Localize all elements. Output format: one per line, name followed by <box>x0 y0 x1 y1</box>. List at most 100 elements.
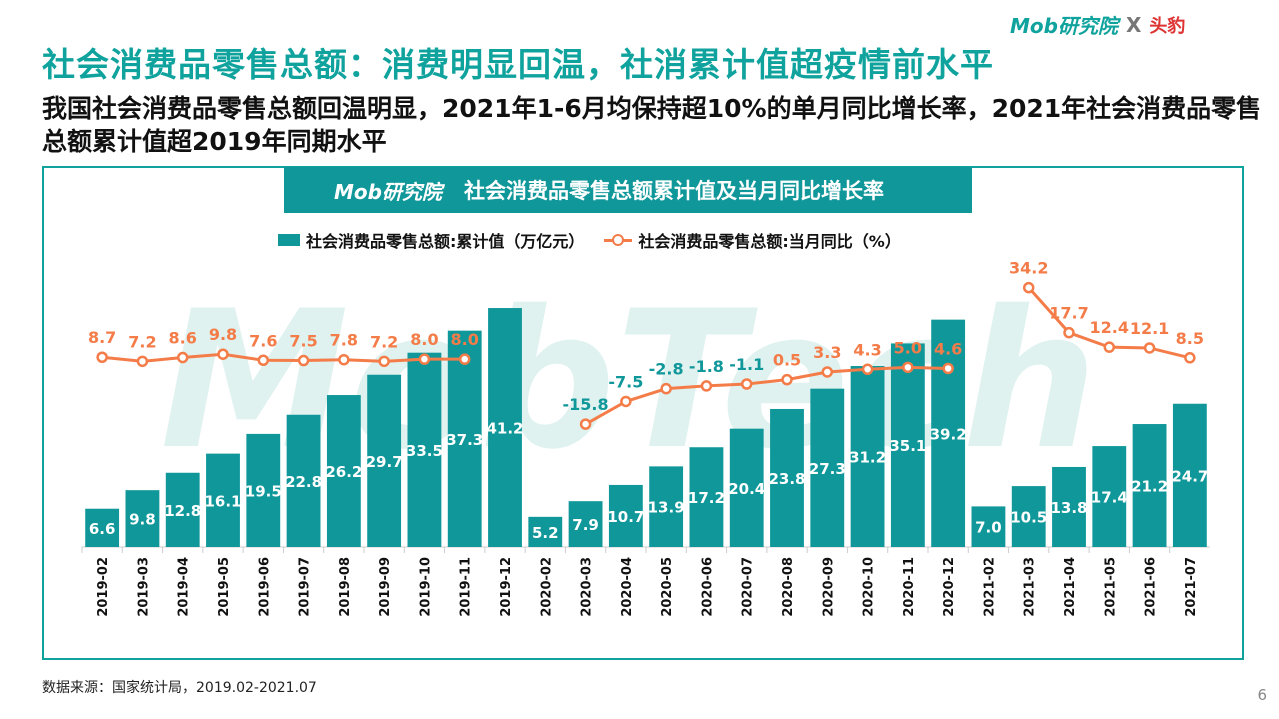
line-label: -7.5 <box>608 372 643 391</box>
x-tick-label: 2019-06 <box>257 557 272 617</box>
line-label: -1.8 <box>689 357 724 376</box>
bar-label: 39.2 <box>930 425 967 443</box>
line-point <box>338 353 350 366</box>
bar-label: 29.7 <box>366 453 403 471</box>
bar-label: 13.9 <box>648 499 685 517</box>
bar-label: 22.8 <box>285 473 322 491</box>
line-label: 4.3 <box>853 340 881 359</box>
logo-separator: X <box>1125 12 1142 37</box>
x-tick-label: 2021-02 <box>982 557 997 617</box>
source-note: 数据来源：国家统计局，2019.02-2021.07 <box>42 680 317 696</box>
x-tick-label: 2019-10 <box>418 557 433 617</box>
line-series <box>101 352 465 363</box>
bar-label: 13.8 <box>1050 499 1087 517</box>
bar <box>1092 446 1127 547</box>
line-point <box>458 353 471 365</box>
line-point <box>297 354 310 367</box>
x-tick-label: 2020-03 <box>580 557 595 617</box>
x-tick-label: 2020-09 <box>821 557 836 617</box>
line-label: 4.6 <box>934 339 962 358</box>
legend-bar-swatch <box>278 234 300 246</box>
page-number: 6 <box>1257 686 1267 704</box>
line-label: 7.6 <box>249 331 277 350</box>
bar <box>165 472 200 547</box>
bar-label: 23.8 <box>768 470 805 488</box>
line-point <box>1022 281 1035 294</box>
x-tick-label: 2021-04 <box>1063 557 1078 617</box>
bar-label: 7.9 <box>572 516 599 534</box>
x-tick-label: 2021-06 <box>1144 557 1159 617</box>
bar <box>729 428 764 547</box>
legend: 社会消费品零售总额:累计值（万亿元） 社会消费品零售总额:当月同比（%） <box>278 228 901 252</box>
bar <box>206 453 240 547</box>
line-label: 8.5 <box>1176 329 1204 348</box>
bar <box>367 374 402 547</box>
line-point <box>1184 352 1196 364</box>
chart-title: 社会消费品零售总额累计值及当月同比增长率 <box>463 179 884 203</box>
x-tick-label: 2021-07 <box>1184 557 1199 617</box>
bar <box>1132 424 1167 547</box>
bar <box>447 330 482 547</box>
page-subtitle: 我国社会消费品零售总额回温明显，2021年1-6月均保持超10%的单月同比增长率… <box>42 94 1262 156</box>
x-tick-label: 2019-03 <box>136 557 151 617</box>
bar-label: 6.6 <box>89 520 116 538</box>
line-label: 7.8 <box>330 331 358 350</box>
bar <box>246 433 281 547</box>
line-label: -15.8 <box>563 395 609 414</box>
line-label: 34.2 <box>1009 259 1048 278</box>
bar-label: 12.8 <box>164 502 201 520</box>
bar-label: 37.3 <box>446 431 483 449</box>
legend-bar-label: 社会消费品零售总额:累计值（万亿元） <box>306 232 585 251</box>
x-tick-label: 2019-09 <box>378 557 393 617</box>
x-tick-label: 2019-02 <box>96 557 111 617</box>
bar-label: 26.2 <box>325 463 362 481</box>
bar-label: 21.2 <box>1131 478 1168 496</box>
x-tick-label: 2020-02 <box>539 557 554 617</box>
x-tick-label: 2020-10 <box>862 557 877 617</box>
line-label: 9.8 <box>209 325 237 344</box>
bar-label: 7.0 <box>975 519 1002 537</box>
x-tick-label: 2021-03 <box>1023 557 1038 617</box>
bar-label: 17.2 <box>688 489 725 507</box>
line-label: 8.0 <box>410 330 438 349</box>
bar <box>608 484 643 547</box>
x-tick-label: 2020-08 <box>781 557 796 617</box>
line-label: 8.6 <box>169 329 197 348</box>
bar <box>649 466 684 547</box>
bar <box>890 343 925 547</box>
x-tick-label: 2020-05 <box>660 557 675 617</box>
bar-label: 9.8 <box>129 511 156 529</box>
bar-label: 27.3 <box>809 460 846 478</box>
line-label: 7.5 <box>289 332 317 351</box>
x-tick-label: 2020-11 <box>902 557 917 617</box>
x-tick-label: 2019-12 <box>499 557 514 617</box>
bar-label: 10.7 <box>607 508 644 526</box>
line-label: 17.7 <box>1049 304 1088 323</box>
line-point <box>257 354 270 367</box>
bar-label: 33.5 <box>406 442 443 460</box>
page-title: 社会消费品零售总额：消费明显回温，社消累计值超疫情前水平 <box>42 45 994 84</box>
mob-logo: Mob研究院 <box>1010 14 1118 38</box>
bar <box>689 447 724 547</box>
bar <box>1052 466 1086 547</box>
line-point <box>378 355 390 368</box>
line-point <box>217 348 229 360</box>
line-label: 8.0 <box>451 330 479 349</box>
line-point <box>942 362 954 375</box>
bar-label: 17.4 <box>1091 489 1128 507</box>
line-label: 7.2 <box>128 332 156 351</box>
line-label: 7.2 <box>370 332 398 351</box>
bar <box>931 319 966 547</box>
bar <box>286 414 321 547</box>
bar-label: 19.5 <box>245 482 282 500</box>
x-tick-label: 2019-07 <box>298 557 313 617</box>
bar <box>971 506 1006 547</box>
chart-header: Mob研究院 社会消费品零售总额累计值及当月同比增长率 <box>284 167 972 213</box>
bar <box>488 308 522 547</box>
x-tick-label: 2021-05 <box>1103 557 1118 617</box>
line-point <box>620 395 632 408</box>
bar <box>568 501 603 547</box>
x-tick-label: 2019-05 <box>217 557 232 617</box>
x-tick-label: 2020-06 <box>700 557 715 617</box>
line-point <box>136 355 149 368</box>
